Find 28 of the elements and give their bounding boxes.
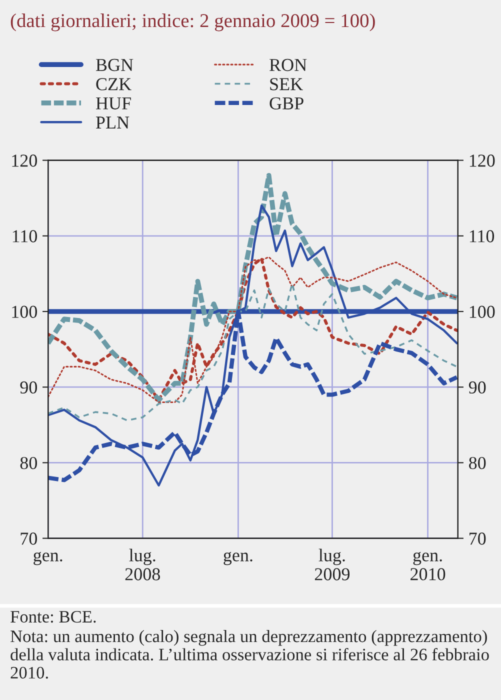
y2-tick-label: 70 [470, 532, 486, 545]
y2-tick-label: 120 [470, 154, 495, 167]
line-series [48, 204, 458, 486]
legend-label: CZK [96, 78, 132, 90]
x-tick-label: gen. [34, 552, 62, 566]
legend-label: HUF [96, 97, 131, 110]
chart-subtitle: (dati giornalieri; indice: 2 gennaio 2009 = 100) [10, 14, 375, 32]
legend-label: PLN [96, 116, 130, 128]
source-note: Fonte: BCE. [10, 610, 96, 623]
x-tick-label: lug. 2008 [125, 548, 160, 580]
y-tick-label: 110 [12, 230, 37, 242]
y2-tick-label: 80 [469, 456, 486, 470]
y-tick-label: 120 [12, 154, 37, 167]
legend-label: SEK [270, 78, 303, 90]
x-tick-label: lug. 2009 [314, 548, 350, 580]
legend-label: RON [270, 58, 307, 72]
legend-label: GBP [270, 97, 304, 110]
y2-tick-label: 100 [470, 306, 495, 318]
y-tick-label: 90 [20, 381, 37, 394]
y2-tick-label: 110 [470, 230, 494, 242]
y-tick-label: 80 [20, 456, 37, 470]
y2-tick-label: 90 [468, 381, 486, 394]
x-tick-label: gen. [224, 552, 252, 566]
y-tick-label: 70 [20, 532, 37, 545]
x-tick-label: gen. 2010 [410, 552, 446, 580]
text: Nota: un aumento (calo) segnala un deprezzamento (apprezzamento) della valuta indicata. L’ultima osservazione si riferisce al 26 febbraio 2010. [10, 630, 489, 679]
legend-label: BGN [96, 58, 134, 72]
y-tick-label: 100 [12, 306, 37, 318]
